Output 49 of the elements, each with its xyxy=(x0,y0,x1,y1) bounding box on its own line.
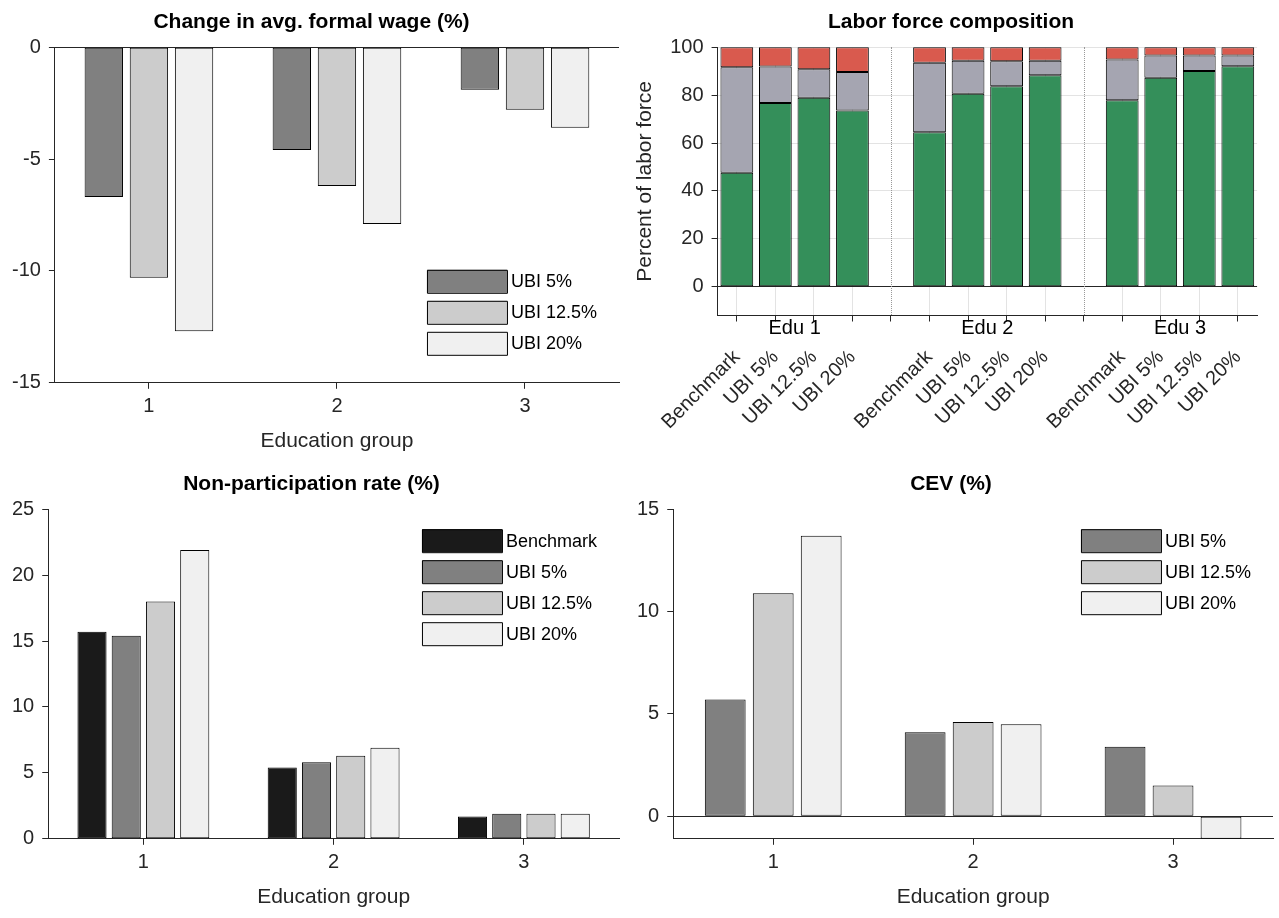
y-tick-label: -10 xyxy=(12,258,41,281)
y-tick-label: 15 xyxy=(637,496,660,519)
x-tick-label: 3 xyxy=(519,394,531,417)
y-axis-title: Percent of labor force xyxy=(632,80,656,282)
x-axis-title: Education group xyxy=(257,884,411,908)
y-tick-label: -5 xyxy=(23,146,41,169)
legend-label: UBI 5% xyxy=(510,271,572,292)
legend-label: UBI 12.5% xyxy=(505,592,593,613)
x-tick-label: 3 xyxy=(518,850,530,873)
y-tick-label: -15 xyxy=(12,370,41,393)
y-tick-label: 20 xyxy=(12,562,35,585)
text: Edu 3 xyxy=(1153,316,1207,339)
y-tick-label: 10 xyxy=(12,694,35,717)
chart-title: Labor force composition xyxy=(827,9,1075,33)
chart-title: Change in avg. formal wage (%) xyxy=(153,9,470,33)
y-tick-label: 100 xyxy=(670,34,704,57)
legend-label: UBI 5% xyxy=(505,561,567,582)
y-tick-label: 25 xyxy=(12,496,35,519)
x-axis-title: Education group xyxy=(260,428,414,452)
x-tick-label: 3 xyxy=(1167,850,1179,873)
x-tick-label: 1 xyxy=(143,394,155,417)
x-tick-label: 2 xyxy=(328,850,340,873)
y-tick-label: 15 xyxy=(12,628,35,651)
chart-title: CEV (%) xyxy=(910,471,992,495)
y-tick-label: 0 xyxy=(648,803,660,826)
y-tick-label: 40 xyxy=(681,178,704,201)
y-tick-label: 5 xyxy=(648,701,660,724)
y-tick-label: 5 xyxy=(23,760,35,783)
x-tick-label: 1 xyxy=(137,850,149,873)
y-tick-label: 60 xyxy=(681,130,704,153)
text: Edu 1 xyxy=(768,316,821,339)
x-tick-label: 2 xyxy=(967,850,979,873)
legend-label: UBI 20% xyxy=(505,623,578,644)
chart-title: Non-participation rate (%) xyxy=(183,471,440,495)
x-tick-label: 2 xyxy=(331,394,343,417)
legend-label: UBI 12.5% xyxy=(1164,561,1251,582)
y-tick-label: 0 xyxy=(23,826,35,849)
text: Edu 2 xyxy=(961,316,1014,339)
x-tick-label: 1 xyxy=(767,850,779,873)
legend-label: UBI 20% xyxy=(1164,592,1236,613)
x-axis-title: Education group xyxy=(896,884,1050,908)
legend-label: UBI 5% xyxy=(1164,530,1226,551)
y-tick-label: 0 xyxy=(692,274,704,297)
y-tick-label: 0 xyxy=(29,34,41,57)
legend-label: UBI 12.5% xyxy=(510,302,597,323)
y-tick-label: 80 xyxy=(681,82,704,105)
legend-label: Benchmark xyxy=(505,530,598,551)
y-tick-label: 10 xyxy=(637,599,660,622)
y-tick-label: 20 xyxy=(681,226,704,249)
